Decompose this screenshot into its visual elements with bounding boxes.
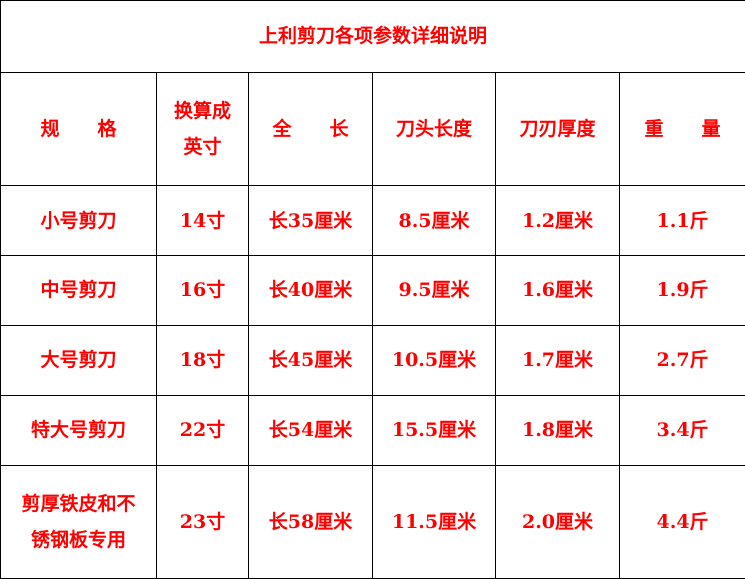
header-inch-line2: 英寸 — [183, 136, 222, 159]
cell-length: 长35厘米 — [248, 185, 373, 257]
header-blade-length: 刀头长度 — [372, 71, 496, 187]
header-blade-thickness: 刀刃厚度 — [495, 71, 620, 187]
cell-weight: 1.9斤 — [618, 255, 745, 326]
cell-blade-thickness: 1.6厘米 — [495, 255, 620, 326]
cell-blade-length: 11.5厘米 — [372, 464, 496, 579]
cell-blade-length: 9.5厘米 — [372, 255, 496, 326]
header-row: 规 格 换算成英寸 全 长 刀头长度 刀刃厚度 重 量 — [0, 71, 745, 187]
cell-spec: 小号剪刀 — [0, 185, 157, 257]
cell-blade-thickness: 1.2厘米 — [495, 185, 620, 257]
header-length: 全 长 — [248, 71, 373, 187]
cell-length: 长58厘米 — [248, 464, 373, 579]
table-title: 上利剪刀各项参数详细说明 — [0, 0, 745, 73]
cell-spec-line2: 锈钢板专用 — [30, 528, 126, 551]
table-row: 小号剪刀 14寸 长35厘米 8.5厘米 1.2厘米 1.1斤 — [0, 185, 745, 257]
header-inch: 换算成 英寸 — [156, 71, 249, 187]
header-spec: 规 格 — [0, 71, 157, 187]
cell-inch: 14寸 — [156, 185, 249, 257]
header-weight: 重 量 — [618, 71, 745, 187]
cell-inch: 18寸 — [156, 324, 249, 396]
cell-inch: 23寸 — [156, 464, 249, 579]
cell-length: 长54厘米 — [248, 394, 373, 466]
cell-inch: 16寸 — [156, 255, 249, 326]
cell-length: 长40厘米 — [248, 255, 373, 326]
cell-blade-length: 10.5厘米 — [372, 324, 496, 396]
cell-length: 长45厘米 — [248, 324, 373, 396]
cell-blade-length: 8.5厘米 — [372, 185, 496, 257]
cell-spec-line1: 剪厚铁皮和不 — [21, 492, 136, 515]
cell-blade-thickness: 1.8厘米 — [495, 394, 620, 466]
cell-weight: 4.4斤 — [618, 464, 745, 579]
cell-inch: 22寸 — [156, 394, 249, 466]
cell-blade-length: 15.5厘米 — [372, 394, 496, 466]
cell-spec: 大号剪刀 — [0, 324, 157, 396]
cell-spec: 剪厚铁皮和不 锈钢板专用 — [0, 464, 157, 579]
cell-spec: 特大号剪刀 — [0, 394, 157, 466]
header-inch-line1: 换算成 — [173, 100, 231, 123]
table-row: 特大号剪刀 22寸 长54厘米 15.5厘米 1.8厘米 3.4斤 — [0, 394, 745, 466]
cell-weight: 2.7斤 — [618, 324, 745, 396]
cell-spec: 中号剪刀 — [0, 255, 157, 326]
cell-weight: 3.4斤 — [618, 394, 745, 466]
table-row: 大号剪刀 18寸 长45厘米 10.5厘米 1.7厘米 2.7斤 — [0, 324, 745, 396]
cell-weight: 1.1斤 — [618, 185, 745, 257]
table-row: 剪厚铁皮和不 锈钢板专用 23寸 长58厘米 11.5厘米 2.0厘米 4.4斤 — [0, 464, 745, 579]
cell-blade-thickness: 1.7厘米 — [495, 324, 620, 396]
cell-blade-thickness: 2.0厘米 — [495, 464, 620, 579]
table-row: 中号剪刀 16寸 长40厘米 9.5厘米 1.6厘米 1.9斤 — [0, 255, 745, 326]
